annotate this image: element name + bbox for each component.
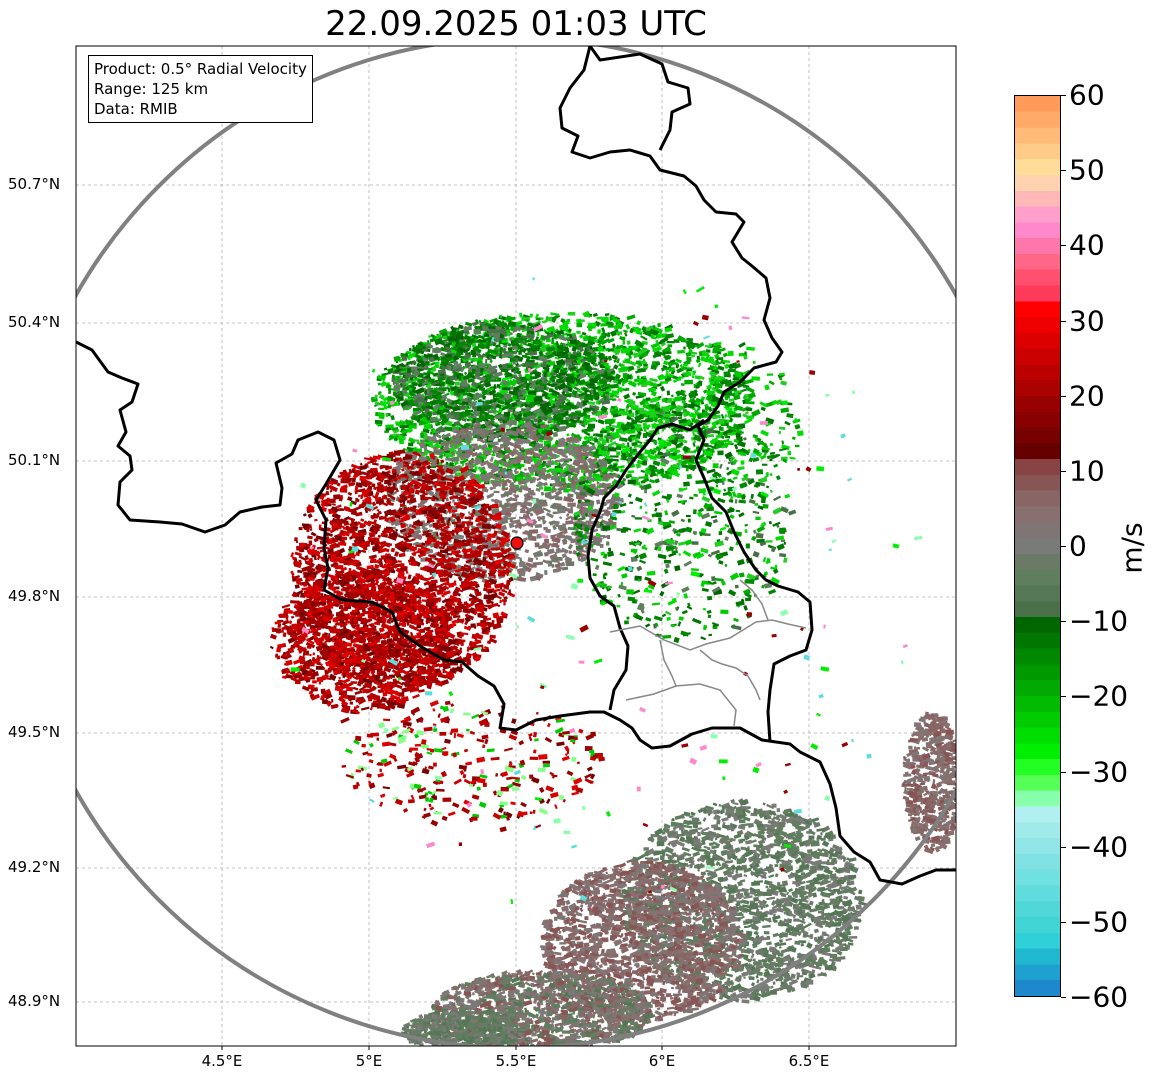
- colorbar-tick-label: −10: [1069, 604, 1129, 638]
- lon-tick-label: 4.5°E: [201, 1052, 243, 1070]
- colorbar-tick-mark: [1061, 696, 1066, 698]
- lon-tick-label: 6°E: [648, 1052, 676, 1070]
- colorbar-tick-mark: [1061, 95, 1066, 96]
- product-label: Product: 0.5° Radial Velocity: [94, 60, 307, 78]
- velocity-echoes: [269, 277, 956, 1046]
- colorbar-tick-mark: [1061, 470, 1066, 472]
- lat-tick-label: 50.4°N: [8, 313, 61, 331]
- colorbar-tick-label: −20: [1069, 679, 1129, 713]
- lat-tick-label: 49.2°N: [8, 858, 61, 876]
- colorbar-tick-mark: [1061, 245, 1066, 247]
- colorbar-tick-label: 20: [1069, 379, 1105, 413]
- lat-tick-label: 48.9°N: [8, 992, 61, 1010]
- lon-tick-label: 5°E: [355, 1052, 383, 1070]
- country-borders: [76, 46, 956, 886]
- range-label: Range: 125 km: [94, 80, 209, 98]
- lat-tick-label: 49.5°N: [8, 723, 61, 741]
- lon-tick-label: 6.5°E: [788, 1052, 830, 1070]
- lat-tick-label: 50.7°N: [8, 175, 61, 193]
- colorbar-tick-label: 60: [1069, 78, 1105, 112]
- lat-tick-label: 50.1°N: [8, 451, 61, 469]
- colorbar-tick-mark: [1061, 395, 1066, 397]
- colorbar-tick-label: −50: [1069, 905, 1129, 939]
- product-info-box: Product: 0.5° Radial Velocity Range: 125…: [88, 55, 313, 123]
- colorbar-tick-mark: [1061, 846, 1066, 848]
- data-source-label: Data: RMIB: [94, 100, 178, 118]
- colorbar-tick-label: −60: [1069, 980, 1129, 1014]
- colorbar-label: m/s: [1115, 522, 1149, 574]
- tick-marks: [221, 1046, 810, 1050]
- radar-site-marker[interactable]: [510, 536, 524, 550]
- lon-tick-label: 5.5°E: [495, 1052, 537, 1070]
- colorbar-tick-mark: [1061, 170, 1066, 172]
- lat-tick-label: 49.8°N: [8, 587, 61, 605]
- colorbar-tick-mark: [1061, 997, 1066, 998]
- regional-borders: [609, 579, 807, 727]
- colorbar-tick-label: 40: [1069, 228, 1105, 262]
- colorbar-tick-mark: [1061, 621, 1066, 623]
- colorbar-tick-mark: [1061, 921, 1066, 923]
- colorbar-tick-label: 0: [1069, 529, 1087, 563]
- colorbar-tick-label: 50: [1069, 153, 1105, 187]
- colorbar-tick-label: 10: [1069, 454, 1105, 488]
- colorbar-tick-label: −30: [1069, 755, 1129, 788]
- colorbar: [1014, 95, 1061, 997]
- colorbar-tick-mark: [1061, 320, 1066, 322]
- map-title: 22.09.2025 01:03 UTC: [325, 4, 707, 44]
- colorbar-tick-label: −40: [1069, 830, 1129, 864]
- colorbar-tick-mark: [1061, 771, 1066, 773]
- colorbar-tick-label: 30: [1069, 304, 1105, 337]
- colorbar-tick-mark: [1061, 546, 1066, 547]
